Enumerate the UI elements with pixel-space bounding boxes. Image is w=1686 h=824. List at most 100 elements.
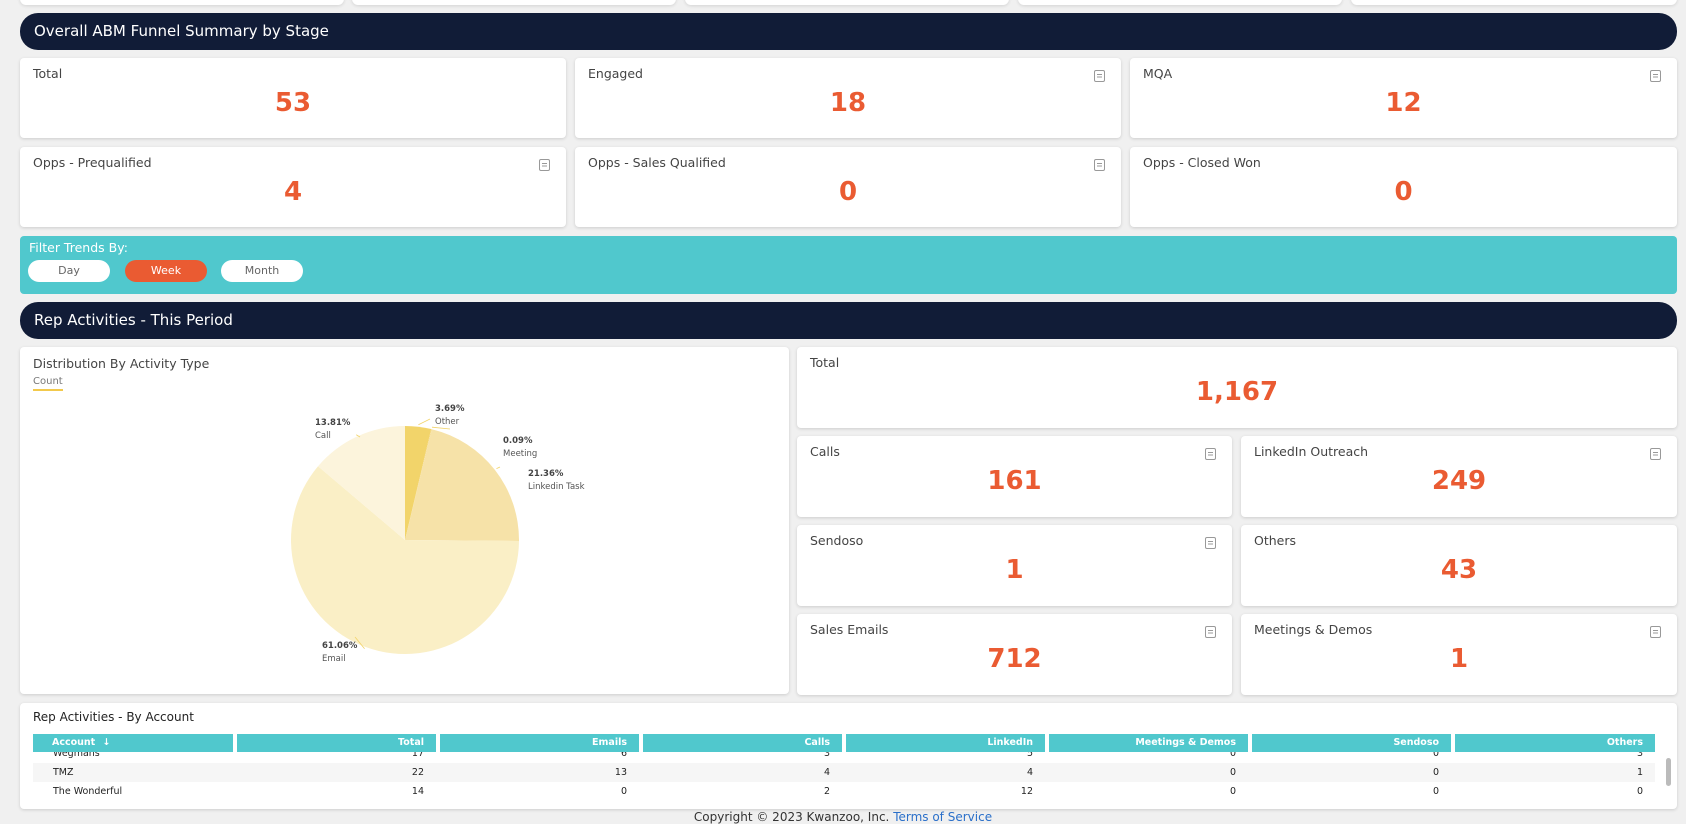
card-value: 53	[274, 88, 312, 118]
funnel-card-mqa[interactable]: MQA 12	[1130, 58, 1677, 138]
funnel-card-sales-qualified[interactable]: Opps - Sales Qualified 0	[575, 147, 1121, 227]
funnel-card-engaged[interactable]: Engaged 18	[575, 58, 1121, 138]
note-icon[interactable]	[539, 159, 550, 171]
card-value: 0	[838, 177, 858, 207]
chart-legend-count[interactable]: Count	[33, 376, 63, 391]
cut-off-card	[352, 0, 676, 5]
activity-card-sales-emails[interactable]: Sales Emails 712	[797, 614, 1232, 695]
cut-off-card	[1018, 0, 1342, 5]
cell-sendoso: 0	[1432, 786, 1439, 797]
filter-month-button[interactable]: Month	[221, 260, 303, 282]
cell-sendoso: 0	[1432, 752, 1439, 759]
activity-card-linkedin[interactable]: LinkedIn Outreach 249	[1241, 436, 1677, 517]
note-icon[interactable]	[1650, 626, 1661, 638]
column-header-calls[interactable]: Calls	[643, 734, 842, 752]
column-header-meetings[interactable]: Meetings & Demos	[1049, 734, 1248, 752]
account-activities-table: Rep Activities - By Account Account ↓ To…	[20, 703, 1677, 809]
cell-calls: 3	[823, 752, 830, 759]
column-header-others[interactable]: Others	[1455, 734, 1655, 752]
activity-card-total: Total 1,167	[797, 347, 1677, 428]
table-header: Account ↓ Total Emails Calls LinkedIn Me…	[33, 734, 1655, 752]
pie-slice-meeting[interactable]	[405, 429, 432, 540]
table-body[interactable]: Wegmans 17 6 3 5 0 0 3 TMZ 22 13 4 4 0 0…	[33, 752, 1655, 804]
activity-card-sendoso[interactable]: Sendoso 1	[797, 525, 1232, 606]
pie-slice-other[interactable]	[405, 426, 432, 540]
cut-off-card	[1351, 0, 1677, 5]
pie-label-name: Meeting	[503, 449, 537, 459]
note-icon[interactable]	[1650, 70, 1661, 82]
cell-others: 1	[1636, 767, 1643, 778]
card-label: Meetings & Demos	[1254, 622, 1373, 637]
cell-meetings: 0	[1229, 786, 1236, 797]
cell-emails: 0	[620, 786, 627, 797]
cell-sendoso: 0	[1432, 767, 1439, 778]
cell-total: 14	[411, 786, 424, 797]
note-icon[interactable]	[1205, 448, 1216, 460]
cell-total: 17	[411, 752, 424, 759]
pie-slice-email[interactable]	[291, 466, 519, 654]
pie-label-name: Other	[435, 417, 460, 427]
pie-label-name: Linkedin Task	[528, 482, 585, 492]
card-label: Opps - Prequalified	[33, 155, 152, 170]
pie-leader-line	[356, 434, 361, 438]
column-header-sendoso[interactable]: Sendoso	[1252, 734, 1451, 752]
table-row[interactable]: TMZ 22 13 4 4 0 0 1	[33, 763, 1655, 782]
terms-of-service-link[interactable]: Terms of Service	[893, 810, 993, 824]
card-value: 12	[1385, 88, 1422, 118]
card-label: Total	[33, 66, 63, 81]
card-value: 249	[1431, 466, 1487, 496]
cell-calls: 2	[823, 786, 830, 797]
funnel-card-closed-won: Opps - Closed Won 0	[1130, 147, 1677, 227]
note-icon[interactable]	[1205, 626, 1216, 638]
funnel-section-title: Overall ABM Funnel Summary by Stage	[34, 22, 329, 40]
table-row[interactable]: The Wonderful 14 0 2 12 0 0 0	[33, 782, 1655, 801]
pie-chart: 3.69% Other 0.09% Meeting 21.36% Linkedin Tas…	[291, 404, 585, 664]
table-title: Rep Activities - By Account	[33, 710, 194, 724]
pie-slice-call[interactable]	[318, 426, 405, 540]
card-value: 1	[1005, 555, 1024, 585]
note-icon[interactable]	[1650, 448, 1661, 460]
card-value: 43	[1440, 555, 1478, 585]
cut-off-card	[685, 0, 1009, 5]
cell-linkedin: 5	[1026, 752, 1033, 759]
card-label: LinkedIn Outreach	[1254, 444, 1369, 459]
note-icon[interactable]	[1094, 70, 1105, 82]
filter-week-button[interactable]: Week	[125, 260, 207, 282]
table-scrollbar[interactable]	[1666, 758, 1671, 786]
activity-card-calls[interactable]: Calls 161	[797, 436, 1232, 517]
cell-others: 3	[1636, 752, 1643, 759]
pie-label-percent: 3.69%	[435, 404, 465, 414]
card-label: Calls	[810, 444, 840, 459]
cell-meetings: 0	[1229, 752, 1236, 759]
card-label: Others	[1254, 533, 1297, 548]
cell-linkedin: 4	[1026, 767, 1033, 778]
cell-meetings: 0	[1229, 767, 1236, 778]
cell-calls: 4	[823, 767, 830, 778]
cell-total: 22	[411, 767, 424, 778]
card-value: 0	[1394, 177, 1413, 207]
activity-card-meetings[interactable]: Meetings & Demos 1	[1241, 614, 1677, 695]
pie-leader-line	[496, 466, 501, 470]
note-icon[interactable]	[1094, 159, 1105, 171]
card-label: Total	[810, 355, 840, 370]
table-row[interactable]: Wegmans 17 6 3 5 0 0 3	[33, 752, 1655, 763]
pie-label-name: Email	[322, 654, 346, 664]
card-label: Sendoso	[810, 533, 864, 548]
column-header-emails[interactable]: Emails	[440, 734, 639, 752]
pie-label-percent: 21.36%	[528, 469, 564, 479]
card-value: 1	[1449, 644, 1469, 674]
card-label: Opps - Closed Won	[1143, 155, 1261, 170]
column-header-account[interactable]: Account ↓	[33, 734, 233, 752]
funnel-card-prequalified[interactable]: Opps - Prequalified 4	[20, 147, 566, 227]
column-header-total[interactable]: Total	[237, 734, 436, 752]
cell-emails: 6	[620, 752, 627, 759]
funnel-card-total: Total 53	[20, 58, 566, 138]
note-icon[interactable]	[1205, 537, 1216, 549]
filter-day-button[interactable]: Day	[28, 260, 110, 282]
card-label: MQA	[1143, 66, 1173, 81]
column-header-linkedin[interactable]: LinkedIn	[846, 734, 1045, 752]
cut-off-card	[20, 0, 344, 5]
card-label: Engaged	[588, 66, 643, 81]
pie-slice-linkedin-task[interactable]	[405, 429, 519, 541]
pie-leader-line	[431, 426, 451, 430]
